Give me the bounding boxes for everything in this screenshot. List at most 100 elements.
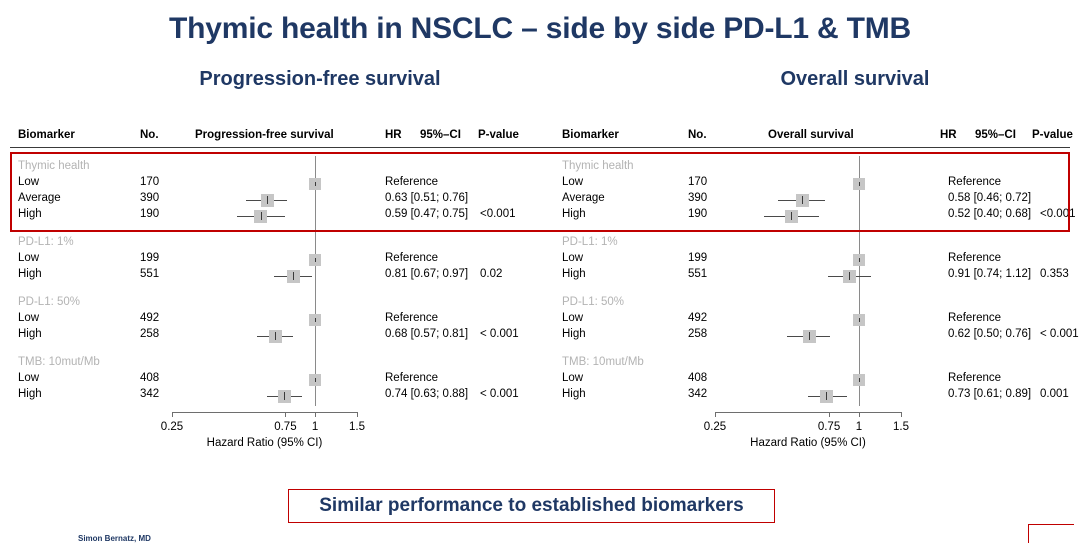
estimate-center-tick — [275, 332, 277, 340]
row-label: High — [18, 208, 42, 220]
row-label: Low — [562, 176, 584, 188]
x-axis-cap-right — [357, 412, 358, 417]
row-count: 408 — [140, 372, 160, 384]
estimate-center-tick — [260, 212, 262, 220]
row-pvalue: <0.001 — [1040, 208, 1076, 220]
row-estimate: Reference — [948, 176, 1002, 188]
conclusion-banner: Similar performance to established bioma… — [288, 489, 775, 523]
reference-marker-tick — [315, 258, 317, 262]
page-title: Thymic health in NSCLC – side by side PD… — [169, 12, 911, 45]
row-estimate: Reference — [948, 312, 1002, 324]
row-estimate: Reference — [948, 372, 1002, 384]
x-axis-cap-left — [715, 412, 716, 417]
column-header-biomarker: Biomarker — [18, 129, 75, 141]
row-count: 199 — [688, 252, 708, 264]
row-count: 170 — [688, 176, 708, 188]
x-axis-tick-label: 0.25 — [703, 421, 727, 433]
row-label: High — [562, 328, 586, 340]
group-label: Thymic health — [18, 160, 90, 172]
row-label: Low — [18, 252, 40, 264]
row-label: Average — [18, 192, 61, 204]
forest-panel-overall-survival: Biomarker No. Overall survival HR 95%–CI P-va… — [540, 0, 1080, 543]
x-axis-tick-label: 0.75 — [817, 421, 841, 433]
row-label: High — [562, 388, 586, 400]
column-header-biomarker: Biomarker — [562, 129, 619, 141]
row-estimate: 0.91 [0.74; 1.12] — [948, 268, 1032, 280]
row-count: 551 — [688, 268, 708, 280]
column-header-plot: Progression-free survival — [195, 129, 334, 141]
row-pvalue: 0.001 — [1040, 388, 1069, 400]
group-label: PD-L1: 1% — [562, 236, 618, 248]
row-estimate: Reference — [385, 252, 439, 264]
x-axis-tick-label: 0.75 — [274, 421, 297, 433]
column-header-hr: HR — [940, 129, 957, 141]
reference-marker-tick — [315, 378, 317, 382]
row-pvalue: 0.353 — [1040, 268, 1069, 280]
row-pvalue: 0.02 — [480, 268, 503, 280]
estimate-center-tick — [284, 392, 286, 400]
x-axis-cap-left — [172, 412, 173, 417]
row-estimate: 0.73 [0.61; 0.89] — [948, 388, 1032, 400]
row-estimate: 0.62 [0.50; 0.76] — [948, 328, 1032, 340]
row-label: Low — [562, 252, 584, 264]
row-count: 390 — [140, 192, 160, 204]
row-estimate: 0.59 [0.47; 0.75] — [385, 208, 469, 220]
group-label: Thymic health — [562, 160, 634, 172]
row-estimate: Reference — [385, 312, 439, 324]
row-estimate: 0.68 [0.57; 0.81] — [385, 328, 469, 340]
x-axis-title: Hazard Ratio (95% CI) — [206, 437, 323, 449]
x-axis-line — [172, 412, 357, 413]
x-axis-tick-label: 1.5 — [893, 421, 909, 433]
row-label: High — [18, 268, 42, 280]
row-count: 492 — [140, 312, 160, 324]
row-pvalue: <0.001 — [480, 208, 516, 220]
x-axis-tick — [285, 412, 287, 417]
row-count: 492 — [688, 312, 708, 324]
x-axis-tick — [829, 412, 831, 417]
group-label: PD-L1: 50% — [18, 296, 81, 308]
row-count: 390 — [688, 192, 708, 204]
header-rule — [10, 147, 540, 148]
conclusion-banner-text: Similar performance to established bioma… — [319, 495, 744, 516]
row-count: 258 — [140, 328, 160, 340]
row-count: 408 — [688, 372, 708, 384]
column-header-no: No. — [140, 129, 159, 141]
reference-marker-tick — [858, 182, 860, 186]
row-estimate: Reference — [385, 372, 439, 384]
column-header-pvalue: P-value — [1032, 129, 1073, 141]
row-count: 551 — [140, 268, 160, 280]
reference-marker-tick — [315, 182, 317, 186]
footer-author: Simon Bernatz, MD — [78, 534, 151, 543]
reference-line-hr-1 — [315, 156, 317, 406]
header-rule — [540, 147, 1070, 148]
column-header-hr: HR — [385, 129, 402, 141]
row-pvalue: < 0.001 — [480, 328, 519, 340]
row-label: High — [562, 268, 586, 280]
row-estimate: Reference — [948, 252, 1002, 264]
row-label: Low — [562, 312, 584, 324]
row-label: High — [18, 388, 42, 400]
column-header-ci: 95%–CI — [975, 129, 1016, 141]
estimate-center-tick — [826, 392, 828, 400]
row-label: Average — [562, 192, 605, 204]
x-axis-tick — [315, 412, 317, 417]
row-label: Low — [18, 176, 40, 188]
x-axis-tick — [858, 412, 860, 417]
column-header-ci: 95%–CI — [420, 129, 461, 141]
x-axis-tick-label: 0.25 — [160, 421, 184, 433]
estimate-center-tick — [293, 272, 295, 280]
row-estimate: 0.81 [0.67; 0.97] — [385, 268, 469, 280]
x-axis-tick-label: 1 — [311, 421, 319, 433]
group-label: PD-L1: 50% — [562, 296, 625, 308]
row-pvalue: < 0.001 — [1040, 328, 1079, 340]
row-count: 199 — [140, 252, 160, 264]
row-estimate: 0.74 [0.63; 0.88] — [385, 388, 469, 400]
row-estimate: 0.58 [0.46; 0.72] — [948, 192, 1032, 204]
corner-decoration — [1028, 524, 1074, 543]
estimate-center-tick — [802, 196, 804, 204]
column-header-no: No. — [688, 129, 707, 141]
estimate-center-tick — [849, 272, 851, 280]
estimate-center-tick — [809, 332, 811, 340]
group-label: TMB: 10mut/Mb — [18, 356, 100, 368]
column-header-plot: Overall survival — [768, 129, 854, 141]
